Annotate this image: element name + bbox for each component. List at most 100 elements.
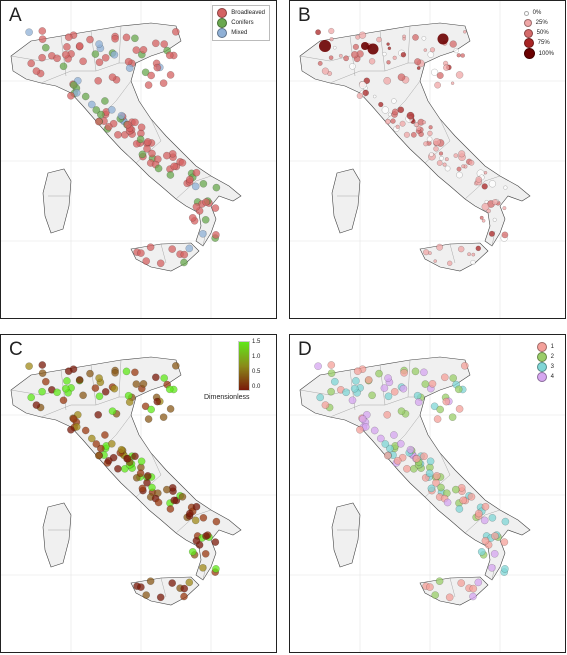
site-marker — [457, 579, 465, 587]
site-marker — [64, 367, 73, 376]
site-marker — [188, 213, 197, 222]
site-marker — [108, 407, 117, 415]
site-marker — [342, 388, 350, 397]
site-marker — [38, 361, 47, 369]
region-border — [329, 396, 425, 418]
site-marker — [386, 60, 391, 65]
site-marker — [352, 43, 359, 50]
site-marker — [397, 407, 406, 415]
site-marker — [72, 423, 81, 431]
site-marker — [53, 54, 61, 63]
site-marker — [356, 92, 364, 99]
site-marker — [111, 369, 119, 377]
site-marker — [131, 34, 139, 43]
site-marker — [131, 368, 139, 377]
site-marker — [393, 457, 402, 465]
site-marker — [147, 71, 155, 80]
region-border — [379, 30, 386, 72]
site-marker — [327, 361, 336, 369]
legend-item: Broadleaved — [217, 8, 265, 18]
site-marker — [348, 396, 357, 405]
site-marker — [358, 31, 367, 39]
site-marker — [147, 405, 155, 414]
site-marker — [136, 135, 145, 144]
italy-map — [1, 1, 276, 318]
site-marker — [491, 532, 499, 540]
site-marker — [160, 40, 168, 48]
site-marker — [159, 79, 168, 87]
site-marker — [458, 150, 466, 158]
site-marker — [437, 33, 449, 45]
site-marker — [438, 151, 444, 156]
site-marker — [447, 260, 453, 266]
site-marker — [81, 426, 90, 435]
site-marker — [32, 401, 41, 409]
site-marker — [171, 27, 180, 36]
site-marker — [91, 50, 100, 58]
site-marker — [471, 252, 476, 257]
site-marker — [427, 51, 435, 58]
legend-item: 50% — [523, 28, 554, 38]
site-marker — [144, 415, 153, 423]
site-marker — [437, 483, 445, 492]
site-marker — [160, 374, 168, 382]
site-marker — [433, 259, 437, 263]
site-marker — [144, 81, 153, 89]
site-marker — [403, 131, 410, 138]
site-marker — [395, 124, 400, 129]
site-marker — [63, 377, 71, 385]
site-marker — [321, 401, 330, 409]
panel-label: C — [9, 339, 23, 360]
site-marker — [212, 231, 220, 239]
site-marker — [350, 384, 359, 393]
site-marker — [114, 130, 122, 139]
site-marker — [434, 81, 441, 89]
site-marker — [349, 63, 356, 70]
site-marker — [490, 549, 499, 558]
legend-item: 2 — [536, 352, 554, 362]
site-marker — [361, 423, 370, 431]
site-marker — [178, 158, 187, 167]
site-marker — [440, 373, 449, 382]
site-marker — [331, 377, 339, 386]
site-marker — [180, 258, 188, 267]
site-marker — [449, 374, 457, 382]
site-marker — [191, 516, 200, 525]
site-marker — [474, 578, 483, 587]
colorbar-gradient — [238, 341, 250, 391]
site-marker — [463, 30, 467, 34]
site-marker — [97, 110, 105, 119]
site-marker — [399, 120, 406, 127]
site-marker — [456, 53, 461, 58]
site-marker — [88, 100, 96, 109]
site-marker — [138, 484, 147, 493]
colorbar-tick: 1.5 — [252, 339, 261, 345]
site-marker — [38, 35, 47, 44]
site-marker — [474, 509, 483, 518]
site-marker — [458, 245, 465, 253]
site-marker — [153, 397, 162, 406]
site-marker — [159, 413, 168, 421]
site-marker — [376, 36, 382, 43]
site-marker — [38, 387, 46, 396]
italy-map — [290, 335, 565, 652]
site-marker — [480, 516, 489, 525]
site-marker — [455, 505, 464, 513]
site-marker — [416, 66, 421, 70]
site-marker — [426, 136, 433, 143]
site-marker — [165, 385, 174, 394]
site-marker — [42, 43, 50, 52]
site-marker — [211, 538, 220, 546]
site-marker — [61, 50, 70, 59]
site-marker — [372, 94, 377, 99]
site-marker — [427, 130, 433, 137]
site-marker — [390, 118, 396, 124]
site-marker — [370, 426, 379, 435]
site-marker — [351, 51, 359, 59]
site-marker — [427, 484, 436, 493]
site-marker — [453, 153, 459, 158]
site-marker — [467, 252, 471, 257]
site-marker — [123, 120, 132, 129]
site-marker — [180, 592, 188, 601]
site-marker — [368, 58, 376, 65]
